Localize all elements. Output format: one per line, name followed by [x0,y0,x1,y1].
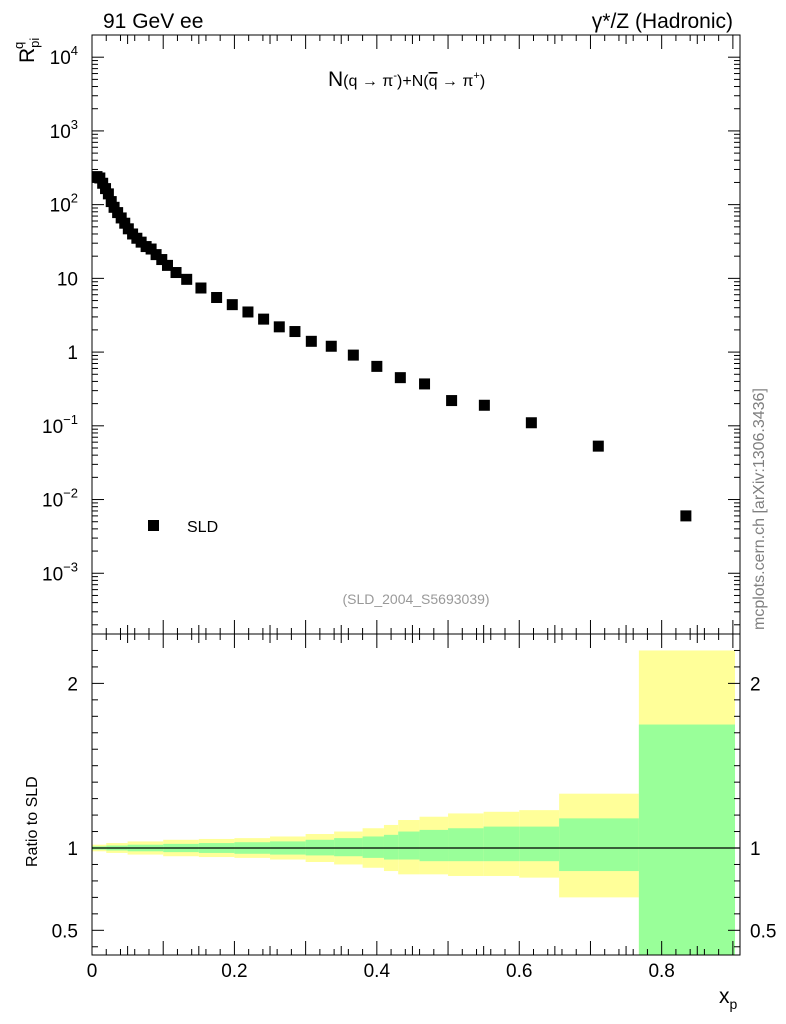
data-point [119,217,131,229]
ratio-y-tick-label-right: 2 [750,674,761,695]
data-point [273,321,285,333]
ratio-band-1-bin-10 [383,834,399,860]
formula-p1: (q [343,73,357,90]
data-point [211,292,223,304]
main-y-tick-label: 10−1 [42,412,78,438]
main-y-tick-label: 10−2 [42,486,78,512]
data-point [478,399,490,411]
legend-marker [148,520,159,531]
svg-text:Rpi: Rpi [16,38,42,63]
formula-arrow-1: → [357,73,382,90]
main-y-axis-label: Rpi q [11,38,42,63]
data-point [170,267,182,279]
ratio-y-tick-label: 2 [67,674,78,695]
ylabel-sup-text: q [11,42,26,49]
x-tick-label: 0 [87,961,98,982]
data-point [145,243,157,255]
ratio-band-1-bin-11 [398,831,420,860]
formula-p5: ) [480,73,485,90]
data-point [102,188,114,200]
main-y-tick-label: 102 [50,191,78,217]
side-source-label: mcplots.cern.ch [arXiv:1306.3436] [751,388,768,630]
ratio-y-tick-label-right: 0.5 [750,921,776,942]
formula-qbar: q [429,73,438,90]
main-y-tick-label: 104 [50,43,78,69]
xlabel-sub-text: p [730,996,738,1012]
ratio-band-1-bin-9 [362,836,384,858]
ratio-band-1-bin-13 [448,828,484,862]
ratio-y-tick-label: 1 [67,839,78,860]
data-point [446,395,458,407]
formula-arrow-2: → [437,73,462,90]
formula-p2: π [382,73,393,90]
data-point [419,378,431,390]
data-point [592,440,604,452]
data-point [305,335,317,347]
x-tick-label: 0.8 [648,961,674,982]
data-point [258,313,270,325]
ratio-y-axis-label: Ratio to SLD [24,776,41,867]
formula-p4: π [462,73,473,90]
formula-sup-plus: + [473,70,479,82]
formula-n1: N [328,68,343,91]
main-y-tick-label: 1 [67,343,78,364]
ratio-band-1-bin-14 [483,826,520,862]
data-point [181,273,193,285]
ylabel-main-text: R [16,48,39,63]
main-y-tick-label: 10 [57,269,78,290]
ratio-band-1-bin-17 [638,724,736,955]
observable-formula: N(q → π-)+N(q → π+) [328,68,485,91]
ylabel-sub-text: pi [27,38,42,48]
xlabel-text: x [719,985,730,1008]
header-process: γ*/Z (Hadronic) [592,10,733,33]
header-energy: 91 GeV ee [103,10,203,33]
data-point [325,340,337,352]
ratio-panel-frame [91,633,741,956]
data-point [105,196,117,208]
data-point [226,299,238,311]
data-point [371,360,383,372]
main-y-tick-label: 103 [50,117,78,143]
ratio-y-tick-label-right: 1 [750,839,761,860]
data-point [680,510,692,522]
main-panel-frame [91,34,741,635]
data-point [156,254,168,266]
formula-sup-minus: - [393,70,397,82]
data-point [161,259,173,271]
data-point [525,417,537,429]
x-tick-label: 0.4 [364,961,391,982]
ratio-band-1-bin-16 [559,818,639,872]
formula-p3: )+N( [397,73,429,90]
ratio-band-1-bin-12 [419,829,449,862]
x-axis-label: xp [719,985,738,1012]
legend-entry: SLD [187,519,218,536]
data-point [150,249,162,261]
x-tick-label: 0.6 [506,961,532,982]
data-point [289,326,301,338]
ratio-plot-panel: 0 0.2 0.4 0.6 0.8 0.5 0.5 1 1 2 2 [52,633,776,982]
data-point [242,306,254,318]
data-point [195,282,207,294]
data-point [394,372,406,384]
main-y-tick-label: 10−3 [42,559,78,585]
ratio-band-1-bin-8 [334,838,363,857]
ratio-y-tick-label: 0.5 [52,921,78,942]
analysis-annotation: (SLD_2004_S5693039) [342,591,489,607]
x-tick-label: 0.2 [221,961,247,982]
data-point [347,349,359,361]
ratio-band-1-bin-15 [519,826,560,862]
